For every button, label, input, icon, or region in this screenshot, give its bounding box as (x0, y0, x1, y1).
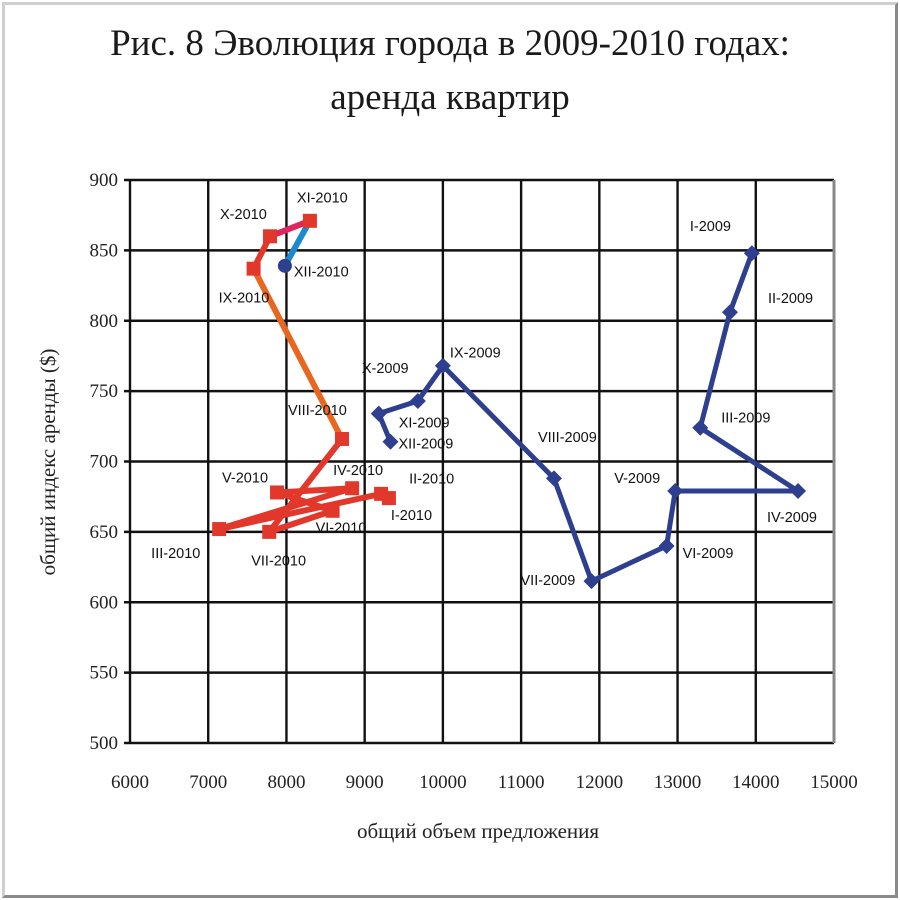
y-tick-label: 600 (90, 592, 119, 613)
data-point-label: XII-2009 (398, 437, 453, 453)
series-line-segment (250, 265, 345, 442)
data-point-marker (434, 357, 451, 374)
data-point-label: IV-2010 (333, 463, 383, 479)
series-line-segment (266, 435, 345, 535)
y-tick-label: 750 (90, 381, 119, 402)
series-line-segment (440, 363, 557, 481)
data-point-label: I-2009 (690, 219, 731, 235)
data-point-label: II-2010 (409, 472, 454, 488)
series-line-segment (415, 363, 446, 404)
data-point-label: VI-2009 (683, 546, 734, 562)
data-point-marker (246, 261, 261, 276)
data-point-label: XI-2010 (297, 191, 348, 207)
y-axis-label: общий индекс аренды ($) (36, 349, 60, 576)
series-layer (212, 213, 807, 590)
data-point-label: X-2009 (362, 361, 409, 377)
x-tick-label: 15000 (810, 772, 858, 793)
series-line-segment (281, 217, 313, 269)
data-point-marker (345, 481, 360, 496)
x-tick-label: 10000 (419, 772, 467, 793)
data-point-marker (409, 392, 426, 409)
data-point-marker (212, 522, 227, 537)
data-point-label: VII-2010 (251, 554, 306, 570)
data-point-label: III-2009 (721, 411, 770, 427)
data-point-marker (270, 485, 285, 500)
data-point-marker (325, 503, 340, 518)
data-point-marker (692, 419, 709, 436)
data-point-label: IX-2009 (450, 346, 501, 362)
series-line-segment (266, 507, 336, 535)
series-line-segment (697, 425, 801, 494)
grid (124, 178, 836, 745)
series-line-segment (727, 250, 755, 315)
y-tick-label: 550 (90, 663, 119, 684)
x-tick-label: 14000 (732, 772, 780, 793)
y-tick-label: 650 (90, 522, 119, 543)
data-point-label: II-2009 (768, 291, 813, 307)
chart-title: Рис. 8 Эволюция города в 2009-2010 годах… (110, 23, 790, 64)
data-point-marker (334, 431, 349, 446)
data-point-label: III-2010 (151, 546, 200, 562)
x-tick-label: 11000 (498, 772, 545, 793)
tick-labels: 6000 7000 8000 9000 10000 11000 12000 13000 1400… (90, 170, 858, 793)
data-point-label: I-2010 (391, 508, 432, 524)
y-tick-label: 850 (90, 240, 119, 261)
x-tick-label: 8000 (267, 772, 305, 793)
data-point-marker (790, 483, 807, 500)
x-tick-label: 9000 (346, 772, 384, 793)
y-tick-label: 900 (90, 170, 119, 191)
data-point-label: VIII-2010 (288, 403, 347, 419)
data-point-marker (370, 405, 387, 422)
data-point-marker (667, 483, 684, 500)
data-point-marker (382, 433, 399, 450)
data-point-label: V-2009 (614, 471, 660, 487)
data-point-label: VI-2010 (316, 521, 367, 537)
data-point-marker (658, 537, 675, 554)
chart-subtitle: аренда квартир (330, 77, 570, 118)
data-point-marker (721, 304, 738, 321)
y-tick-label: 500 (90, 733, 119, 754)
x-tick-label: 7000 (189, 772, 227, 793)
data-point-label: VIII-2009 (538, 430, 597, 446)
series-line-segment (274, 489, 336, 514)
data-point-label: IV-2009 (767, 510, 817, 526)
y-tick-label: 700 (90, 452, 119, 473)
data-point-marker (302, 213, 317, 228)
series-line-segment (274, 485, 356, 496)
point-labels: I-2009 II-2009 III-2009 IV-2009 V-2009 VI-200… (151, 191, 817, 589)
data-point-marker (374, 486, 389, 501)
data-point-marker (277, 258, 292, 273)
series-line-segment (697, 309, 733, 431)
x-tick-label: 13000 (654, 772, 702, 793)
data-point-label: VII-2009 (521, 573, 576, 589)
data-point-marker (262, 524, 277, 539)
x-axis-label: общий объем предложения (357, 819, 599, 843)
data-point-marker (545, 470, 562, 487)
y-tick-label: 800 (90, 311, 119, 332)
series-line-segment (551, 475, 595, 584)
data-point-label: XI-2009 (399, 415, 450, 431)
x-tick-label: 6000 (111, 772, 149, 793)
series-line-segment (589, 543, 670, 584)
x-tick-label: 12000 (576, 772, 624, 793)
data-point-marker (263, 229, 278, 244)
series-line-segment (664, 488, 678, 549)
series-line-segment (376, 398, 421, 417)
data-point-label: IX-2010 (219, 291, 270, 307)
data-point-marker (743, 245, 760, 262)
data-point-label: XII-2010 (294, 265, 349, 281)
data-point-label: V-2010 (222, 470, 268, 486)
data-point-marker (583, 573, 600, 590)
data-point-label: X-2010 (220, 207, 267, 223)
